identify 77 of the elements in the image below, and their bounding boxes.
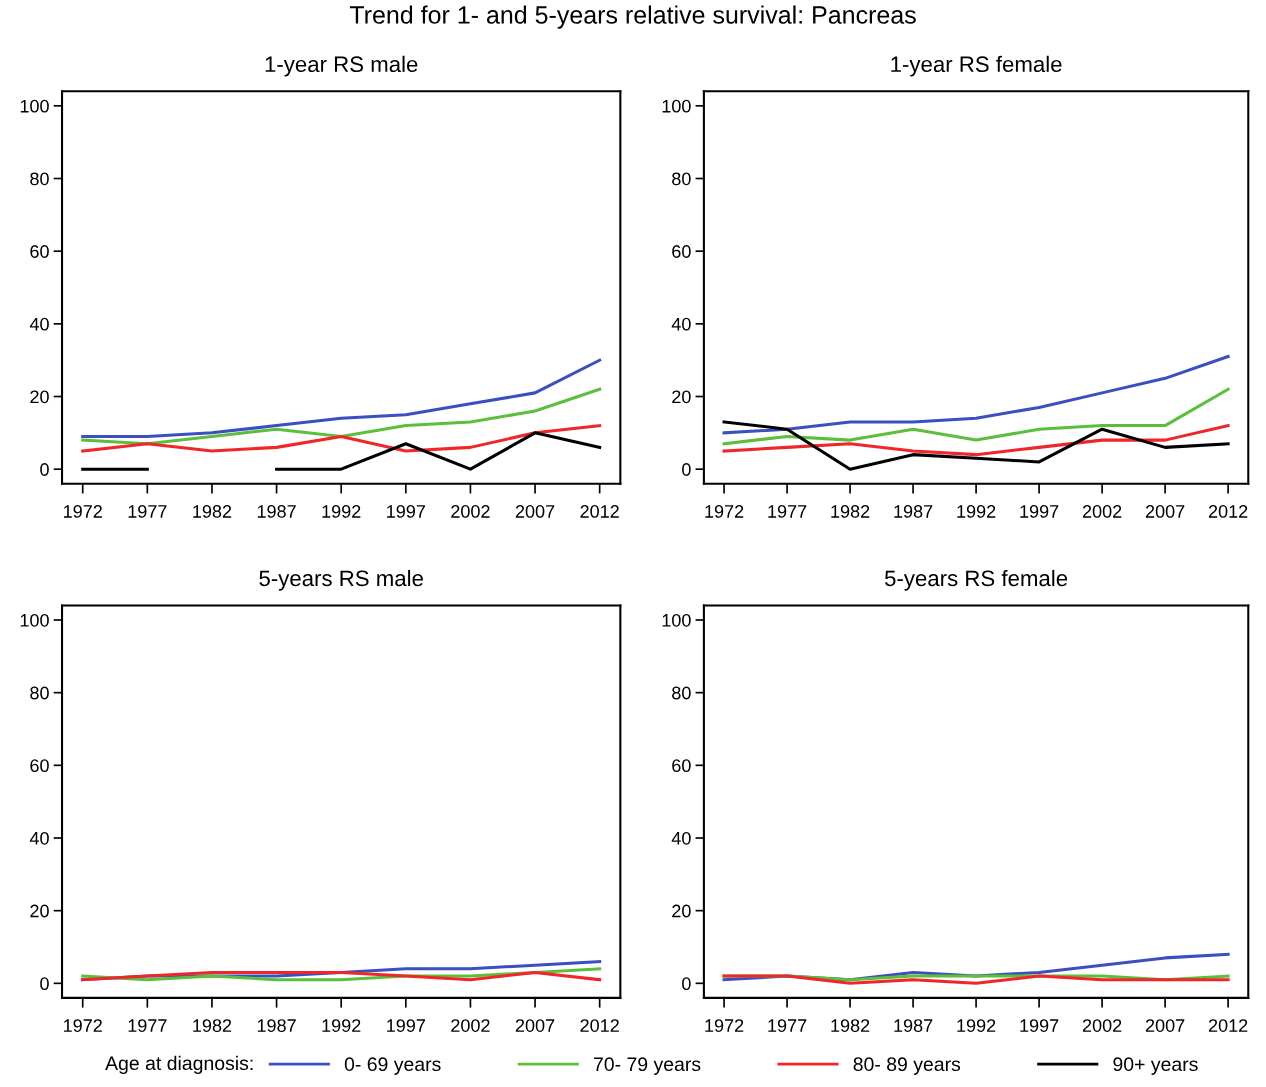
legend-title: Age at diagnosis: <box>105 1055 253 1074</box>
y-tick-label: 80 <box>672 172 691 186</box>
x-tick-label: 2007 <box>1145 1019 1185 1032</box>
x-tick-label: 2002 <box>1082 505 1122 518</box>
y-tick-label: 80 <box>30 172 49 186</box>
y-tick-label: 40 <box>29 831 49 845</box>
x-tick-label: 1992 <box>322 1019 361 1032</box>
x-tick-label: 1987 <box>894 505 933 518</box>
x-tick-label: 1992 <box>322 505 361 518</box>
chart-title: 1-year RS male <box>265 55 418 77</box>
x-tick-label: 1987 <box>894 1019 933 1032</box>
y-tick-label: 60 <box>30 245 49 258</box>
y-tick-label: 0 <box>682 977 691 991</box>
y-tick-label: 20 <box>30 904 49 918</box>
x-tick-label: 1972 <box>64 505 102 518</box>
legend-label: 70- 79 years <box>593 1057 701 1075</box>
y-tick-label: 0 <box>40 463 49 476</box>
line-series <box>722 424 1230 457</box>
y-tick-label: 40 <box>671 317 691 331</box>
x-tick-label: 1997 <box>1020 505 1059 518</box>
line-series <box>81 424 602 453</box>
y-tick-label: 60 <box>672 759 691 773</box>
y-tick-label: 80 <box>30 686 49 700</box>
y-tick-label: 100 <box>20 99 49 113</box>
y-tick-label: 40 <box>671 831 691 845</box>
x-tick-label: 2012 <box>1208 1019 1248 1032</box>
y-tick-label: 80 <box>672 686 691 700</box>
x-tick-label: 2012 <box>1208 505 1248 518</box>
chart-title: 5-years RS male <box>259 569 423 591</box>
y-tick-label: 20 <box>30 390 49 404</box>
y-tick-label: 20 <box>672 390 691 404</box>
x-tick-label: 2002 <box>1082 1019 1122 1032</box>
x-tick-label: 2002 <box>451 505 490 518</box>
x-tick-label: 2007 <box>1145 505 1185 518</box>
x-tick-label: 1997 <box>387 505 425 518</box>
y-tick-label: 40 <box>29 317 49 331</box>
x-tick-label: 1977 <box>768 1019 807 1032</box>
y-tick-label: 0 <box>682 463 691 476</box>
x-tick-label: 2012 <box>580 505 619 518</box>
line-series <box>722 355 1230 435</box>
line-series <box>81 358 602 439</box>
x-tick-label: 1972 <box>64 1019 102 1032</box>
x-tick-label: 1987 <box>257 505 296 518</box>
y-tick-label: 100 <box>662 99 691 113</box>
y-tick-label: 0 <box>40 977 49 991</box>
y-tick-label: 20 <box>672 904 691 918</box>
x-tick-label: 1972 <box>705 505 744 518</box>
x-tick-label: 1997 <box>1020 1019 1059 1032</box>
y-tick-label: 60 <box>672 245 691 258</box>
chart-title: 1-year RS female <box>891 55 1062 77</box>
x-tick-label: 1982 <box>193 505 232 518</box>
x-tick-label: 1987 <box>257 1019 296 1032</box>
line-series <box>722 420 1230 471</box>
x-tick-label: 1977 <box>128 505 167 518</box>
x-tick-label: 1997 <box>387 1019 425 1032</box>
x-tick-label: 1992 <box>957 1019 996 1032</box>
x-tick-label: 1982 <box>831 1019 870 1032</box>
x-tick-label: 1982 <box>193 1019 232 1032</box>
line-series <box>722 387 1230 446</box>
line-series <box>81 387 602 446</box>
x-tick-label: 2007 <box>515 1019 555 1032</box>
x-tick-label: 1977 <box>768 505 807 518</box>
x-tick-label: 1977 <box>128 1019 167 1032</box>
x-tick-label: 1972 <box>705 1019 744 1032</box>
y-tick-label: 100 <box>20 613 49 627</box>
legend-label: 0- 69 years <box>344 1057 441 1075</box>
legend-label: 80- 89 years <box>853 1057 961 1075</box>
x-tick-label: 2002 <box>451 1019 490 1032</box>
text: Trend for 1- and 5-years relative survival: Pancreas <box>349 5 916 29</box>
x-tick-label: 1982 <box>831 505 870 518</box>
y-tick-label: 60 <box>30 759 49 773</box>
y-tick-label: 100 <box>662 613 691 627</box>
legend-label: 90+ years <box>1113 1057 1198 1075</box>
x-tick-label: 1992 <box>957 505 996 518</box>
x-tick-label: 2012 <box>580 1019 619 1032</box>
x-tick-label: 2007 <box>515 505 555 518</box>
chart-title: 5-years RS female <box>884 569 1068 591</box>
